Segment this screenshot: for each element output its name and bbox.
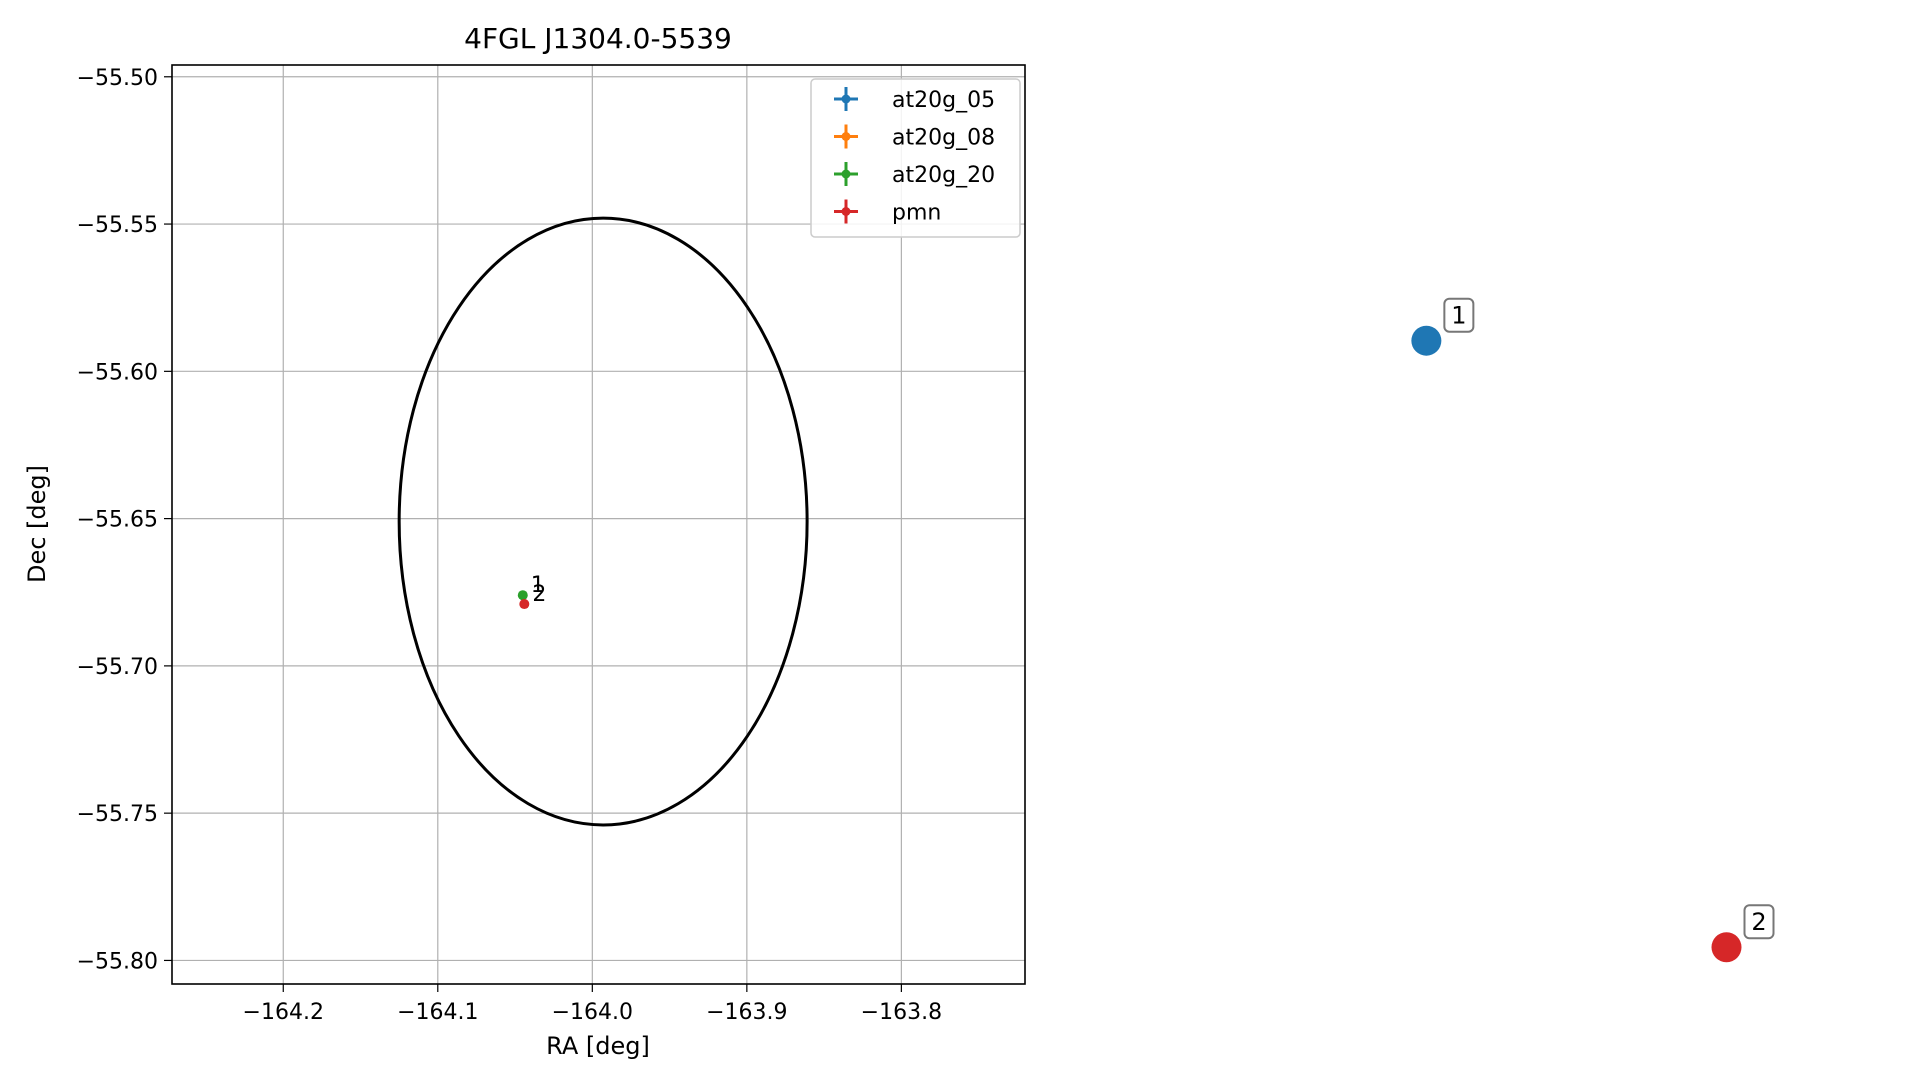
legend-label: at20g_05 — [892, 88, 995, 113]
y-tick-label: −55.55 — [77, 213, 158, 238]
source-point-label: 2 — [532, 582, 546, 607]
plot-frame — [171, 64, 1026, 985]
source-index-label: 1 — [1451, 302, 1466, 330]
legend-label: at20g_08 — [892, 126, 995, 151]
chart-title: 4FGL J1304.0-5539 — [464, 22, 732, 55]
source-index-point — [1411, 325, 1442, 356]
x-tick-label: −164.2 — [243, 1000, 324, 1025]
sky-map-plot: 12 −164.2 −164.1 −164.0 −163.9 −163.8 −55.50… — [23, 22, 1026, 1060]
y-tick-label: −55.75 — [77, 802, 158, 827]
x-tick-label: −164.1 — [397, 1000, 478, 1025]
legend-frame — [810, 78, 1021, 238]
source-index-label: 2 — [1751, 908, 1766, 936]
y-tick-label: −55.60 — [77, 360, 158, 385]
y-tick-label: −55.50 — [77, 66, 158, 91]
ellipse-layer — [397, 216, 809, 827]
x-tick-label: −164.0 — [552, 1000, 633, 1025]
y-axis-ticks: −55.50 −55.55 −55.60 −55.65 −55.70 −55.75 −55.… — [77, 66, 172, 974]
source-index-badge — [1443, 297, 1475, 333]
localization-ellipse — [397, 216, 809, 827]
y-axis-label: Dec [deg] — [23, 465, 51, 583]
legend-label: pmn — [892, 201, 941, 226]
source-index-plot: 12 — [1411, 297, 1775, 963]
legend-marker-dot — [841, 169, 851, 179]
y-tick-label: −55.80 — [77, 949, 158, 974]
legend-label: at20g_20 — [892, 163, 995, 188]
source-index-point — [1711, 932, 1742, 963]
x-tick-label: −163.9 — [706, 1000, 787, 1025]
x-tick-label: −163.8 — [861, 1000, 942, 1025]
source-index-badge — [1743, 904, 1775, 940]
x-axis-label: RA [deg] — [546, 1032, 650, 1060]
x-axis-ticks: −164.2 −164.1 −164.0 −163.9 −163.8 — [243, 984, 942, 1025]
y-tick-label: −55.65 — [77, 508, 158, 533]
legend-marker-dot — [841, 207, 851, 216]
source-point-label: 1 — [531, 573, 545, 598]
source-point-pmn — [519, 599, 530, 610]
y-tick-label: −55.70 — [77, 655, 158, 680]
source-point-at20g_20 — [517, 590, 528, 601]
points-layer: 12 — [517, 573, 546, 610]
legend-marker-dot — [841, 94, 851, 104]
legend-marker-dot — [841, 132, 851, 141]
